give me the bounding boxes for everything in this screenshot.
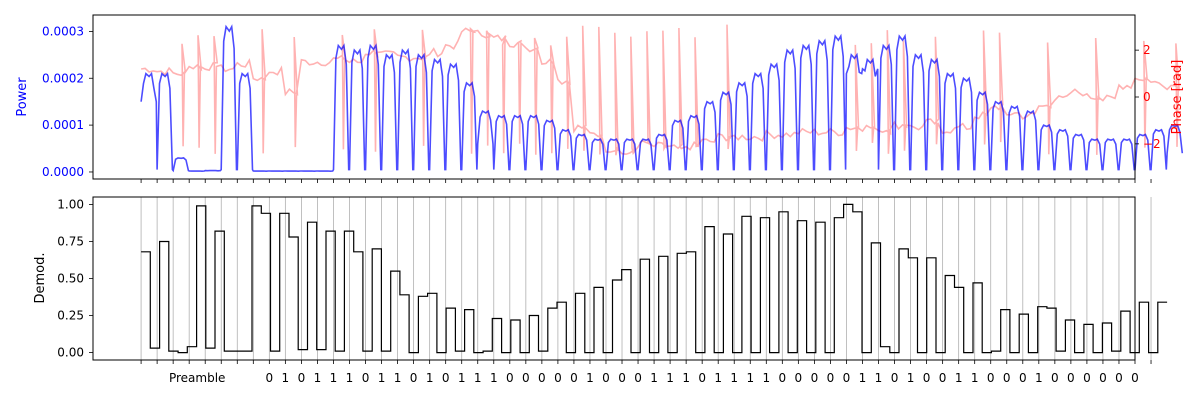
phase-y-tick-label: −2 — [1143, 137, 1161, 151]
power-y-tick-label: 0.0003 — [42, 24, 84, 38]
bit-label: 0 — [266, 371, 274, 385]
bit-label: 1 — [282, 371, 290, 385]
bit-label: 0 — [779, 371, 787, 385]
demod-y-tick-label: 1.00 — [57, 197, 84, 211]
bit-label: 0 — [618, 371, 626, 385]
bit-label: 0 — [795, 371, 803, 385]
phase-y-tick-label: 2 — [1143, 43, 1151, 57]
bit-label: 0 — [506, 371, 514, 385]
bit-label: 1 — [650, 371, 658, 385]
power-y-ticks: 0.0000 0.0001 0.0002 0.0003 — [42, 24, 93, 179]
bit-label: 1 — [682, 371, 690, 385]
demod-y-ticks: 0.00 0.25 0.50 0.75 1.00 — [57, 197, 93, 360]
bit-label: 0 — [827, 371, 835, 385]
bit-label: 0 — [1099, 371, 1107, 385]
bit-label: 1 — [378, 371, 386, 385]
demod-x-gridlines — [140, 197, 1152, 360]
bit-label: 1 — [426, 371, 434, 385]
bit-label: 0 — [554, 371, 562, 385]
bit-label: 1 — [458, 371, 466, 385]
bit-label: 0 — [1051, 371, 1059, 385]
bit-label: 0 — [987, 371, 995, 385]
bit-label: 0 — [811, 371, 819, 385]
preamble-label: Preamble — [169, 371, 225, 385]
top-x-ticks — [140, 179, 1152, 183]
bit-label: 0 — [1115, 371, 1123, 385]
power-axis-label: Power — [15, 77, 30, 117]
bit-label: 0 — [923, 371, 931, 385]
bit-label: 0 — [442, 371, 450, 385]
bit-label: 1 — [474, 371, 482, 385]
bit-label: 1 — [971, 371, 979, 385]
bit-label: 0 — [522, 371, 530, 385]
bit-label: 1 — [730, 371, 738, 385]
power-series — [140, 24, 1184, 173]
power-y-tick-label: 0.0001 — [42, 118, 84, 132]
bit-label: 0 — [362, 371, 370, 385]
bit-label: 0 — [698, 371, 706, 385]
demod-x-ticks — [140, 360, 1152, 364]
bit-label: 1 — [346, 371, 354, 385]
demod-y-tick-label: 0.00 — [57, 346, 84, 360]
bit-label: 1 — [746, 371, 754, 385]
bit-label: 0 — [1131, 371, 1139, 385]
bit-labels: Preamble 0 1 0 1 1 1 0 1 1 0 1 0 1 1 1 0 0 0 0 0 1 0 0 0 1 1 1 0 1 1 1 1… — [169, 371, 1139, 385]
bit-label: 0 — [939, 371, 947, 385]
bit-label: 0 — [1003, 371, 1011, 385]
bit-label: 0 — [410, 371, 418, 385]
power-y-tick-label: 0.0002 — [42, 71, 84, 85]
demod-y-tick-label: 0.25 — [57, 309, 84, 323]
bit-label: 1 — [714, 371, 722, 385]
phase-axis-label: Phase [rad] — [1170, 60, 1185, 135]
bit-label: 1 — [859, 371, 867, 385]
phase-y-ticks: −2 0 2 — [1135, 43, 1161, 151]
bit-label: 1 — [1035, 371, 1043, 385]
bit-label: 1 — [586, 371, 594, 385]
bit-label: 0 — [634, 371, 642, 385]
bit-label: 1 — [490, 371, 498, 385]
demod-line — [141, 203, 1168, 354]
bit-label: 1 — [394, 371, 402, 385]
bit-label: 0 — [602, 371, 610, 385]
bit-label: 0 — [1083, 371, 1091, 385]
demod-y-tick-label: 0.75 — [57, 234, 84, 248]
bit-label: 0 — [570, 371, 578, 385]
bit-label: 1 — [314, 371, 322, 385]
bit-label: 1 — [955, 371, 963, 385]
demod-series — [141, 203, 1168, 354]
phase-y-tick-label: 0 — [1143, 90, 1151, 104]
power-line — [140, 24, 1184, 173]
demod-y-tick-label: 0.50 — [57, 272, 84, 286]
bit-label: 0 — [843, 371, 851, 385]
bit-label: 0 — [1019, 371, 1027, 385]
bit-label: 0 — [1067, 371, 1075, 385]
bit-label: 1 — [762, 371, 770, 385]
bit-label: 1 — [907, 371, 915, 385]
bit-label: 1 — [666, 371, 674, 385]
bit-label: 0 — [298, 371, 306, 385]
bit-label: 1 — [330, 371, 338, 385]
power-phase-panel: 0.0000 0.0001 0.0002 0.0003 −2 0 2 Power Phas… — [15, 14, 1185, 183]
power-y-tick-label: 0.0000 — [42, 165, 84, 179]
bit-label: 0 — [891, 371, 899, 385]
bit-label: 0 — [538, 371, 546, 385]
bit-label: 1 — [875, 371, 883, 385]
demod-panel: 0.000.250.500.751.00 Demod. Preamble 0 1 0 1… — [33, 196, 1168, 385]
demod-axis-label: Demod. — [33, 252, 48, 303]
